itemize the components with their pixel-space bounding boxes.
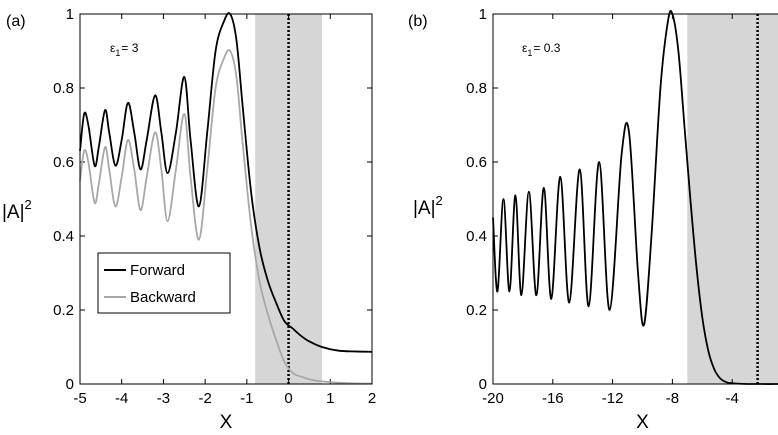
x-tick-label: 2 xyxy=(368,390,376,407)
ticks-b: -20-16-12-8-4000.20.40.60.81 xyxy=(466,6,739,407)
y-axis-label-b: |A|2 xyxy=(413,193,443,219)
y-tick-label: 0.6 xyxy=(53,154,74,171)
series-line-main xyxy=(492,10,778,385)
x-tick-label: -4 xyxy=(115,390,128,407)
y-tick-label: 0.2 xyxy=(466,302,487,319)
x-tick-label: -8 xyxy=(666,390,679,407)
parameter-annotation-b: ε1= 0.3 xyxy=(522,41,561,58)
series-a xyxy=(79,12,373,385)
x-tick-label: -12 xyxy=(602,390,624,407)
x-tick-label: -20 xyxy=(482,390,504,407)
legend-label-forward: Forward xyxy=(130,262,185,279)
panel-label-b: (b) xyxy=(408,13,428,30)
y-tick-label: 0.4 xyxy=(466,228,487,245)
x-tick-label: -16 xyxy=(542,390,564,407)
panel-a: -5 -4 -3 -2 -1 0 1 2 0 0.2 0.4 0.6 0.8 1 (a) ε1= 3 |A… xyxy=(2,6,376,433)
series-b xyxy=(492,10,778,385)
series-line-forward xyxy=(79,12,373,353)
parameter-annotation-a: ε1= 3 xyxy=(110,41,139,58)
y-tick-label: 0.6 xyxy=(466,154,487,171)
x-tick-label: -4 xyxy=(726,390,739,407)
x-tick-label: -3 xyxy=(157,390,170,407)
ticks-a: -5 -4 -3 -2 -1 0 1 2 0 0.2 0.4 0.6 0.8 1 xyxy=(53,6,376,407)
x-tick-label: 1 xyxy=(326,390,334,407)
y-tick-label: 0 xyxy=(66,376,74,393)
panel-b: -20-16-12-8-4000.20.40.60.81 (b) ε1= 0.3… xyxy=(408,6,778,433)
x-tick-label: -1 xyxy=(240,390,253,407)
axes-frame-a xyxy=(79,13,373,385)
axes-frame-b xyxy=(492,13,778,385)
legend: Forward Backward xyxy=(97,252,231,314)
y-tick-label: 0 xyxy=(479,376,487,393)
x-tick-label: -2 xyxy=(198,390,211,407)
y-tick-label: 0.2 xyxy=(53,302,74,319)
series-line-backward xyxy=(79,49,373,385)
y-tick-label: 0.4 xyxy=(53,228,74,245)
legend-label-backward: Backward xyxy=(130,289,196,306)
y-tick-label: 0.8 xyxy=(466,80,487,97)
x-axis-label-a: X xyxy=(220,412,233,433)
shaded-region-b xyxy=(687,14,778,384)
legend-box xyxy=(97,252,231,314)
x-tick-label: 0 xyxy=(284,390,292,407)
y-axis-label-a: |A|2 xyxy=(2,197,32,223)
panel-label-a: (a) xyxy=(6,13,26,30)
x-tick-label: -5 xyxy=(73,390,86,407)
y-tick-label: 0.8 xyxy=(53,80,74,97)
y-tick-label: 1 xyxy=(66,6,74,23)
x-axis-label-b: X xyxy=(636,412,649,433)
y-tick-label: 1 xyxy=(479,6,487,23)
